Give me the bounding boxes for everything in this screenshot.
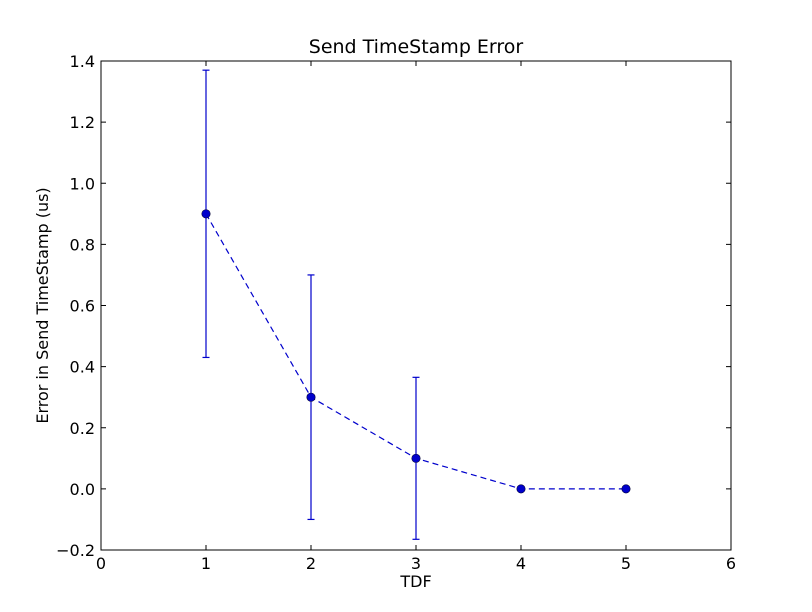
y-tick-label: 0.2 [70,419,95,438]
chart-title: Send TimeStamp Error [309,36,524,58]
y-tick-label: 1.2 [70,113,95,132]
y-tick-label: 0.0 [70,480,95,499]
data-point [201,209,211,219]
x-tick-label: 2 [306,554,316,573]
y-tick-label: 0.8 [70,235,95,254]
data-point [621,484,631,494]
data-point [306,392,316,402]
y-tick-label: 0.6 [70,297,95,316]
y-tick-label: 1.4 [70,52,95,71]
x-tick-label: 5 [621,554,631,573]
data-point [516,484,526,494]
y-tick-label: −0.2 [56,541,95,560]
points-layer [201,209,631,494]
x-axis-title: TDF [399,572,431,591]
x-tick-label: 0 [96,554,106,573]
data-point [411,453,421,463]
x-tick-label: 1 [201,554,211,573]
x-tick-label: 6 [726,554,736,573]
x-tick-label: 4 [516,554,526,573]
ticks-layer: 0 1 2 3 4 5 6 −0.2 0.0 0.2 0.4 0.6 0.8 1.0 1.2 1.4 [56,52,736,573]
plot-frame [100,60,732,551]
y-axis-title: Error in Send TimeStamp (us) [33,187,52,423]
x-tick-label: 3 [411,554,421,573]
y-tick-label: 0.4 [70,358,95,377]
y-tick-label: 1.0 [70,174,95,193]
